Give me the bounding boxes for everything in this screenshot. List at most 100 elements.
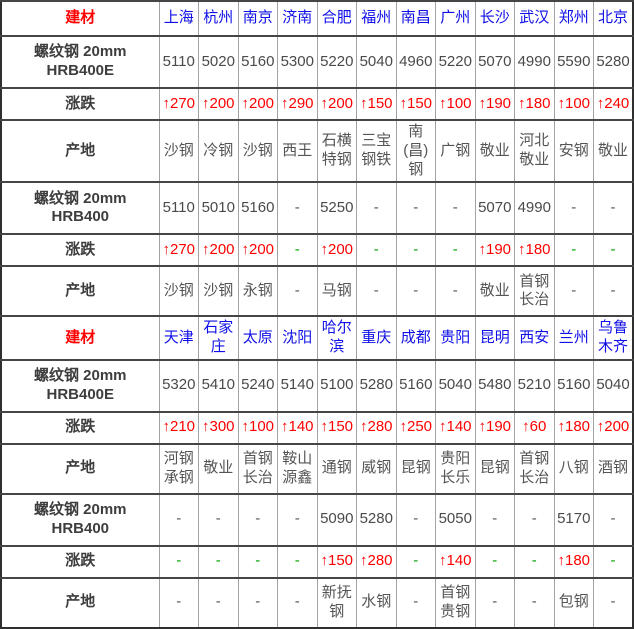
change-cell: ↑150 (316, 544, 357, 578)
price-cell: 5160 (237, 181, 278, 235)
change-cell: ↑200 (593, 410, 633, 444)
price-cell: - (395, 492, 436, 546)
price-cell: 5160 (553, 358, 594, 412)
row-label-cell: 涨跌 (1, 233, 159, 267)
row-label-cell: 螺纹钢 20mm HRB400E (1, 358, 159, 412)
change-row: 涨跌 - - - - ↑150 ↑280- ↑140- - ↑180- (1, 544, 633, 578)
row-label-cell: 产地 (1, 118, 159, 183)
price-cell: 5040 (356, 35, 396, 88)
origin-cell: 马钢 (316, 265, 357, 317)
change-row: 涨跌 ↑270 ↑200 ↑200- ↑200- - - ↑190 ↑180- - (1, 233, 633, 267)
origin-cell: - (277, 265, 317, 317)
city-header-cell: 北京 (593, 0, 633, 36)
price-cell: 5160 (395, 358, 436, 412)
price-cell: - (277, 492, 317, 546)
change-cell: ↑240 (593, 87, 633, 120)
change-cell: - (593, 544, 633, 578)
city-header-cell: 郑州 (553, 0, 594, 36)
price-cell: 5250 (316, 181, 357, 235)
origin-cell: 首钢长治 (514, 265, 554, 317)
price-cell: 5100 (316, 358, 357, 412)
origin-cell: 通钢 (316, 442, 357, 494)
price-cell: 5280 (593, 35, 633, 88)
origin-cell: 敬业 (593, 118, 633, 183)
change-cell: ↑270 (158, 233, 199, 267)
origin-cell: 南(昌)钢 (395, 118, 436, 183)
price-cell: 5170 (553, 492, 594, 546)
change-cell: ↑150 (316, 410, 357, 444)
change-cell: ↑190 (474, 87, 515, 120)
change-cell: - (553, 233, 594, 267)
price-cell: 4960 (395, 35, 436, 88)
change-cell: ↑150 (356, 87, 396, 120)
row-label-cell: 产地 (1, 265, 159, 317)
section-header-row: 建材 上海 杭州 南京 济南 合肥 福州 南昌 广州 长沙 武汉 郑州 北京 (1, 0, 633, 36)
row-label-cell: 涨跌 (1, 544, 159, 578)
city-header-cell: 重庆 (356, 315, 396, 360)
origin-cell: 包钢 (553, 576, 594, 628)
city-header-cell: 沈阳 (277, 315, 317, 360)
price-cell: 5410 (198, 358, 238, 412)
change-cell: ↑200 (198, 87, 238, 120)
price-cell: 5280 (356, 492, 396, 546)
origin-cell: - (474, 576, 515, 628)
origin-cell: 广钢 (435, 118, 475, 183)
price-cell: - (158, 492, 199, 546)
origin-cell: 水钢 (356, 576, 396, 628)
city-header-cell: 杭州 (198, 0, 238, 36)
origin-cell: - (237, 576, 278, 628)
origin-cell: 敬业 (198, 442, 238, 494)
origin-cell: 昆钢 (395, 442, 436, 494)
origin-cell: 八钢 (553, 442, 594, 494)
price-cell: - (198, 492, 238, 546)
origin-cell: 首钢长治 (514, 442, 554, 494)
change-cell: - (237, 544, 278, 578)
origin-cell: - (553, 265, 594, 317)
price-row: 螺纹钢 20mm HRB400- - - -5090 5280-5050- -5170- (1, 492, 633, 546)
origin-cell: 首钢贵钢 (435, 576, 475, 628)
price-cell: 5070 (474, 181, 515, 235)
price-cell: - (593, 492, 633, 546)
change-cell: ↑190 (474, 410, 515, 444)
change-cell: ↑200 (316, 87, 357, 120)
change-cell: ↑180 (553, 544, 594, 578)
origin-cell: 沙钢 (198, 265, 238, 317)
price-cell: 5210 (514, 358, 554, 412)
origin-cell: - (435, 265, 475, 317)
change-cell: ↑300 (198, 410, 238, 444)
change-cell: - (593, 233, 633, 267)
row-label-cell: 涨跌 (1, 410, 159, 444)
change-cell: ↑60 (514, 410, 554, 444)
city-header-cell: 成都 (395, 315, 436, 360)
origin-row: 产地 河钢承钢 敬业 首钢长治 鞍山源鑫 通钢 威钢 昆钢 贵阳长乐 昆钢 首钢长治 八钢 酒钢 (1, 442, 633, 494)
origin-cell: 沙钢 (158, 265, 199, 317)
price-cell: 4990 (514, 35, 554, 88)
change-cell: ↑200 (316, 233, 357, 267)
price-cell: - (514, 492, 554, 546)
change-cell: ↑210 (158, 410, 199, 444)
change-cell: ↑140 (435, 544, 475, 578)
row-label-cell: 产地 (1, 576, 159, 628)
change-cell: ↑140 (277, 410, 317, 444)
city-header-cell: 武汉 (514, 0, 554, 36)
city-header-cell: 乌鲁木齐 (593, 315, 633, 360)
change-cell: ↑140 (435, 410, 475, 444)
city-header-cell: 福州 (356, 0, 396, 36)
origin-cell: - (158, 576, 199, 628)
price-row: 螺纹钢 20mm HRB400E 5110 5020 5160 5300 5220 5040… (1, 35, 633, 88)
city-header-cell: 贵阳 (435, 315, 475, 360)
city-header-cell: 济南 (277, 0, 317, 36)
row-label-cell: 产地 (1, 442, 159, 494)
change-cell: ↑280 (356, 544, 396, 578)
change-cell: ↑180 (553, 410, 594, 444)
change-cell: - (395, 233, 436, 267)
origin-cell: - (395, 576, 436, 628)
price-cell: - (553, 181, 594, 235)
origin-cell: - (395, 265, 436, 317)
change-cell: ↑100 (435, 87, 475, 120)
change-cell: ↑290 (277, 87, 317, 120)
price-cell: 5110 (158, 181, 199, 235)
city-header-cell: 兰州 (553, 315, 594, 360)
price-cell: 5480 (474, 358, 515, 412)
